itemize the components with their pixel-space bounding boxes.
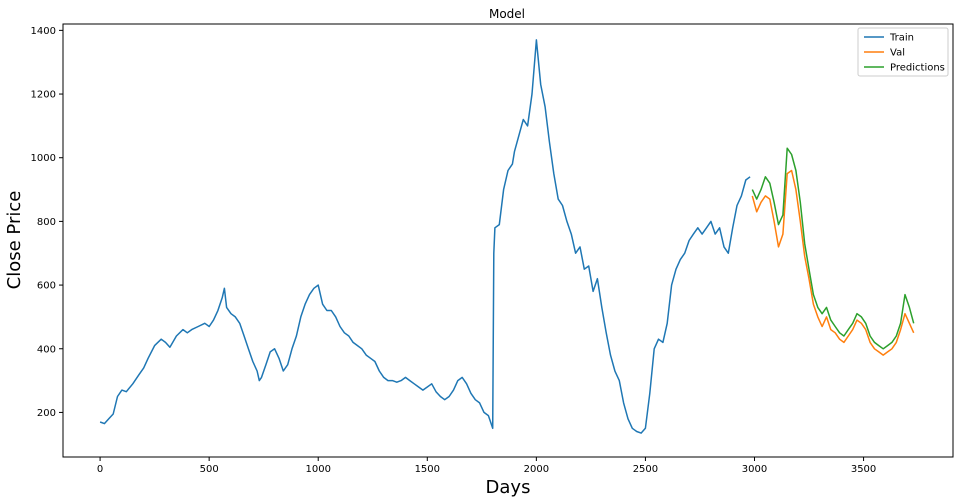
y-tick-label: 1200 xyxy=(31,90,56,101)
x-axis-label: Days xyxy=(486,477,531,498)
y-tick-label: 800 xyxy=(37,217,56,228)
legend: Train Val Predictions xyxy=(857,27,949,77)
x-tick-label: 1500 xyxy=(415,464,440,475)
x-axis: 0 500 1000 1500 2000 2500 3000 3500 xyxy=(97,457,876,475)
y-tick-label: 1000 xyxy=(31,153,56,164)
series-line-train xyxy=(99,39,751,434)
chart-title: Model xyxy=(489,7,525,21)
y-tick-label: 600 xyxy=(37,281,56,292)
series-layer xyxy=(99,39,915,434)
y-axis: 200 400 600 800 1000 1200 1400 xyxy=(31,26,63,419)
legend-frame xyxy=(857,27,949,77)
y-axis-label: Close Price xyxy=(4,191,25,290)
y-tick-label: 400 xyxy=(37,344,56,355)
x-tick-label: 3000 xyxy=(742,464,767,475)
legend-label-train: Train xyxy=(889,33,914,44)
plot-frame xyxy=(62,23,954,458)
y-tick-label: 1400 xyxy=(31,26,56,37)
series-line-predictions xyxy=(751,147,915,350)
plot-area xyxy=(62,23,954,458)
x-tick-label: 2000 xyxy=(524,464,549,475)
legend-label-predictions: Predictions xyxy=(890,63,945,74)
x-tick-label: 3500 xyxy=(851,464,876,475)
y-tick-label: 200 xyxy=(37,408,56,419)
x-tick-label: 1000 xyxy=(305,464,330,475)
series-line-val xyxy=(751,169,915,356)
x-tick-label: 500 xyxy=(200,464,219,475)
legend-label-val: Val xyxy=(890,48,905,59)
x-tick-label: 0 xyxy=(97,464,103,475)
x-tick-label: 2500 xyxy=(633,464,658,475)
